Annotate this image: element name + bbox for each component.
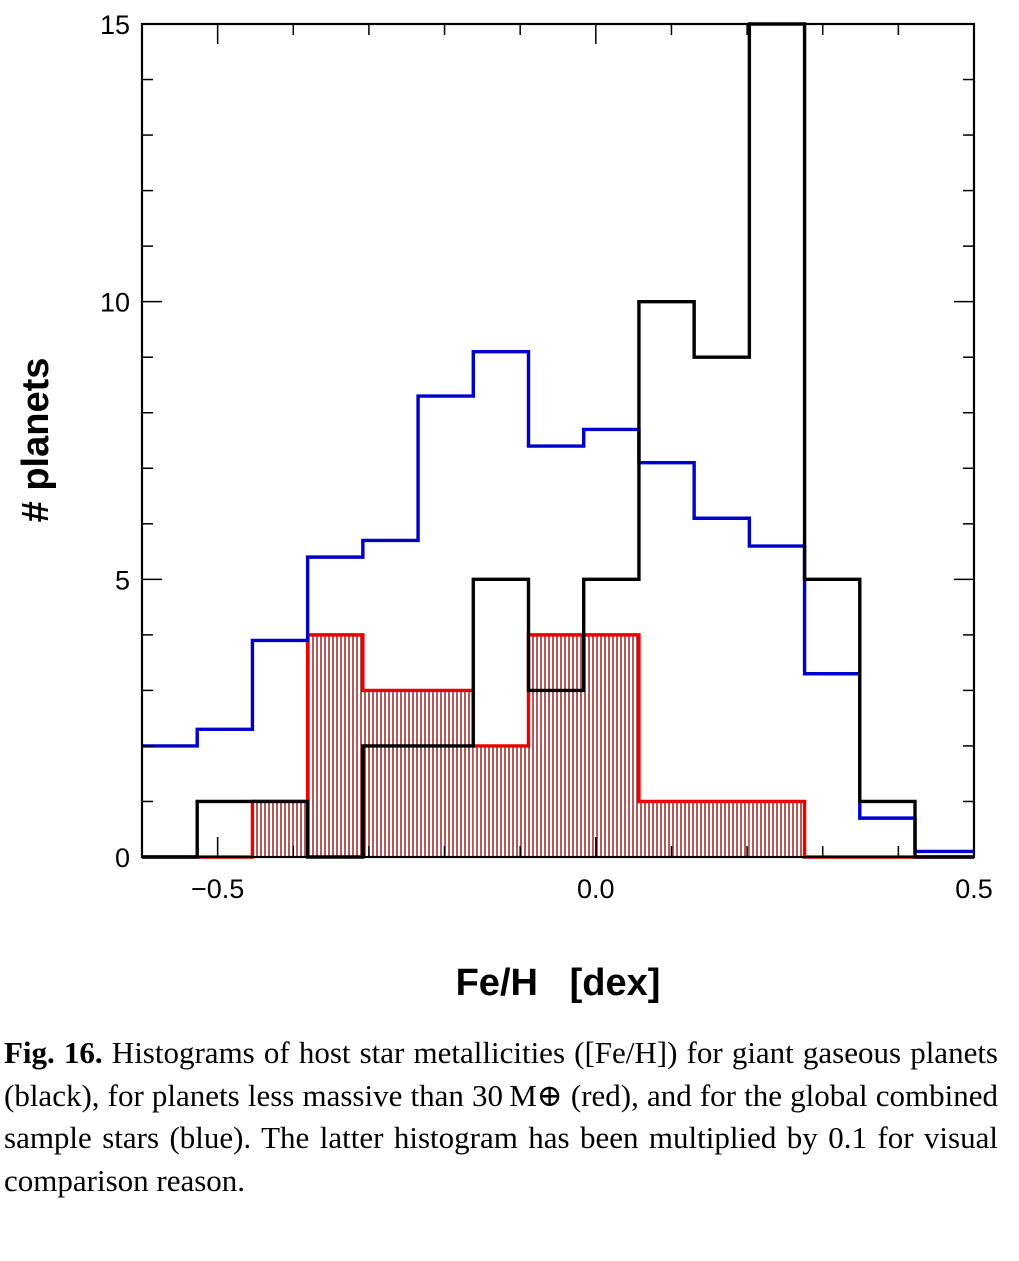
hatched-bar [583, 634, 639, 857]
caption-text: Histograms of host star metallicities ([… [4, 1035, 999, 1198]
series-outline [142, 22, 974, 859]
hatched-bar [473, 745, 529, 857]
x-tick-label: 0.5 [955, 874, 993, 904]
y-axis-title: # planets [15, 358, 57, 523]
series-1 [142, 22, 974, 859]
series-outline [142, 349, 974, 854]
caption-label: Fig. 16. [4, 1035, 103, 1070]
series-layer [142, 22, 974, 859]
hatched-bar [418, 690, 474, 857]
series-0 [142, 349, 974, 854]
y-tick-label: 10 [100, 288, 130, 318]
hatched-bar [362, 690, 419, 857]
hatched-bar [307, 634, 363, 857]
x-tick-label: −0.5 [191, 874, 244, 904]
hatched-bar [638, 801, 695, 857]
y-tick-label: 0 [115, 843, 130, 873]
hatched-bar [749, 801, 805, 857]
series-2 [142, 633, 974, 859]
plot-frame [140, 22, 976, 859]
hatched-bar [528, 634, 584, 857]
x-tick-label: 0.0 [577, 874, 615, 904]
y-tick-label: 5 [115, 565, 130, 595]
histogram-chart: −0.5 0.0 0.5 0 5 10 15 Fe/H [dex] # planets [15, 10, 993, 1004]
figure-caption: Fig. 16. Histograms of host star metalli… [4, 1032, 998, 1202]
hatched-bar [694, 801, 750, 857]
labels-layer: −0.5 0.0 0.5 0 5 10 15 [100, 10, 993, 904]
y-tick-label: 15 [100, 10, 130, 40]
x-axis-title: Fe/H [dex] [456, 962, 661, 1004]
hatched-bar [252, 801, 308, 857]
